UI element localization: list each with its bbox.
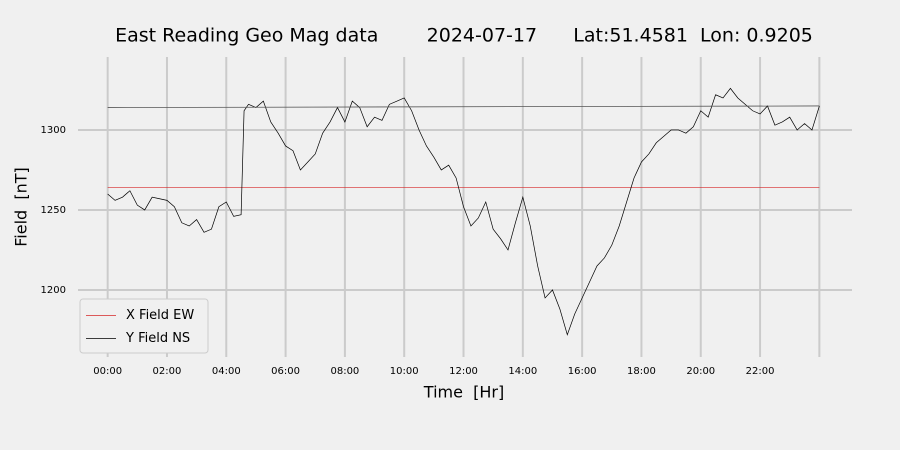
x-tick-label: 08:00 xyxy=(330,366,359,377)
chart-title: East Reading Geo Mag data 2024-07-17 Lat… xyxy=(115,25,813,47)
x-tick-label: 22:00 xyxy=(746,366,775,377)
x-tick-label: 00:00 xyxy=(93,366,122,377)
x-tick-label: 02:00 xyxy=(153,366,182,377)
line xyxy=(107,87,820,336)
y-axis-label: Field [nT] xyxy=(12,167,31,247)
x-tick-label: 04:00 xyxy=(212,366,241,377)
x-tick-label: 16:00 xyxy=(568,366,597,377)
legend-box xyxy=(79,298,209,354)
x-tick-label: 10:00 xyxy=(390,366,419,377)
x-tick-label: 14:00 xyxy=(508,366,537,377)
y-tick-label: 1250 xyxy=(41,205,66,216)
line xyxy=(107,105,820,108)
legend-label: Y Field NS xyxy=(125,331,190,346)
y-tick-label: 1300 xyxy=(41,125,66,136)
x-tick-label: 20:00 xyxy=(686,366,715,377)
x-tick-label: 18:00 xyxy=(627,366,656,377)
y-tick-label: 1200 xyxy=(41,285,66,296)
legend-label: X Field EW xyxy=(126,308,194,323)
x-axis-label: Time [Hr] xyxy=(423,383,504,402)
x-tick-label: 12:00 xyxy=(449,366,478,377)
x-tick-label: 06:00 xyxy=(271,366,300,377)
